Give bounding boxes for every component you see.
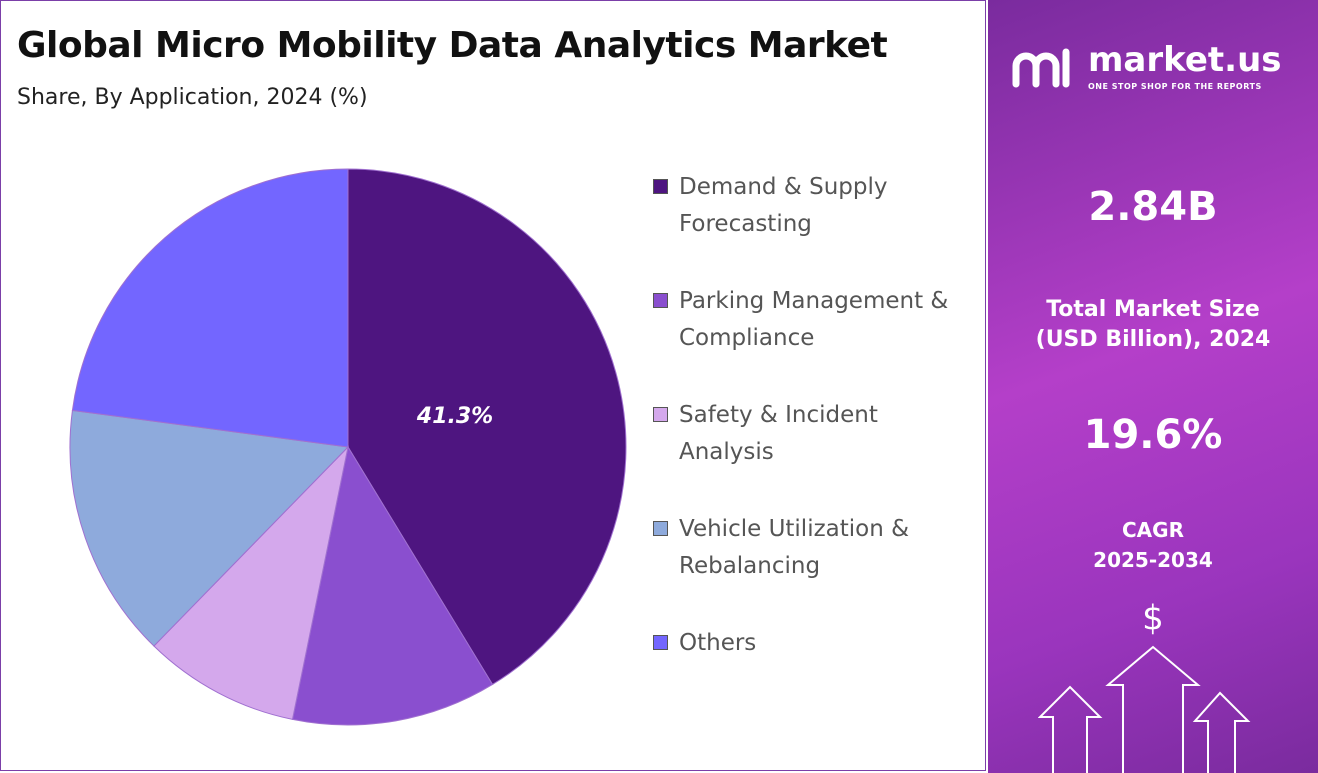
legend-swatch <box>653 521 668 536</box>
pie-chart: 41.3% <box>69 168 627 726</box>
pie-slice <box>347 168 627 686</box>
logo-icon <box>1012 48 1070 88</box>
legend-label: Parking Management & Compliance <box>679 288 949 351</box>
pie-slice <box>69 409 350 647</box>
legend-swatch <box>653 179 668 194</box>
tagline: ONE STOP SHOP FOR THE REPORTS <box>1088 82 1262 91</box>
chart-subtitle: Share, By Application, 2024 (%) <box>17 85 368 110</box>
svg-text:$: $ <box>1142 599 1164 639</box>
legend-label: Others <box>679 630 757 656</box>
pie-slice <box>153 445 349 720</box>
legend-label: Demand & Supply Forecasting <box>679 174 888 237</box>
side-panel: market.us ONE STOP SHOP FOR THE REPORTS … <box>988 0 1318 773</box>
market-size: 2.84B <box>1088 184 1218 230</box>
legend-swatch <box>653 293 668 308</box>
chart-panel: Global Micro Mobility Data Analytics Mar… <box>0 0 986 771</box>
chart-title: Global Micro Mobility Data Analytics Mar… <box>17 25 888 66</box>
pie-slice <box>71 168 349 448</box>
arrows-decoration: $ <box>1038 599 1251 773</box>
data-label: 41.3% <box>416 404 493 429</box>
legend-swatch <box>653 407 668 422</box>
legend-label: Vehicle Utilization & Rebalancing <box>679 516 910 579</box>
cagr: 19.6% <box>1083 412 1223 458</box>
brand: market.us <box>1088 40 1282 80</box>
market-size-label: Total Market Size (USD Billion), 2024 <box>1035 297 1271 352</box>
pie-slice <box>291 445 494 726</box>
cagr-label: CAGR 2025-2034 <box>1093 518 1213 572</box>
legend-swatch <box>653 635 668 650</box>
legend-label: Safety & Incident Analysis <box>679 402 878 465</box>
